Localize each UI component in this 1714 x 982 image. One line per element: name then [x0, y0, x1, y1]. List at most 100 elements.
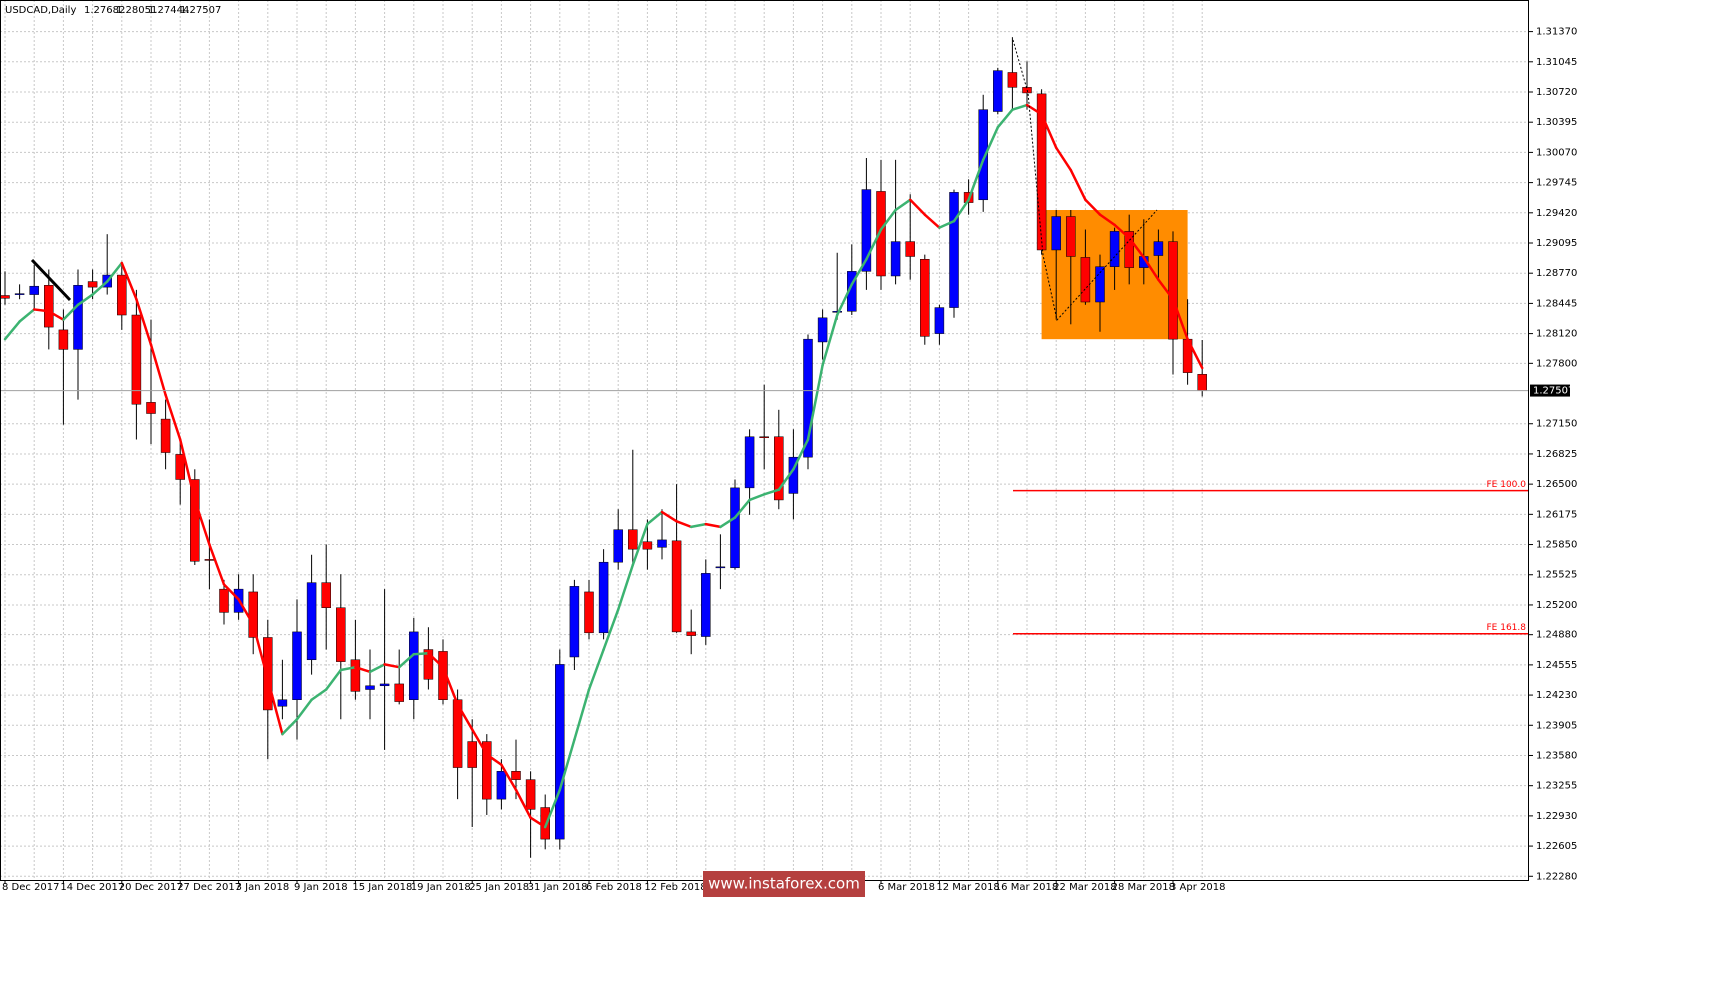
x-tick-label: 12 Feb 2018	[644, 882, 706, 893]
candle-body	[511, 771, 521, 780]
chart-title: USDCAD,Daily	[5, 5, 76, 16]
candle-body	[598, 561, 609, 634]
y-tick-label: 1.28445	[1536, 298, 1577, 309]
ma-segment	[485, 753, 503, 767]
candle-body	[1036, 93, 1047, 251]
overlay-layer: 1.31370 1.31045 1.30720 1.30395 1.30070 1.297…	[0, 27, 1577, 893]
ma-segment	[441, 665, 459, 706]
level-label: FE 100.0	[1487, 480, 1527, 490]
ma-segment	[1157, 278, 1175, 301]
candle-body	[336, 607, 346, 662]
candle-body	[1197, 374, 1207, 391]
x-tick-label: 27 Dec 2017	[177, 882, 241, 893]
ma-segment	[1171, 297, 1189, 341]
y-tick-label: 1.25200	[1536, 600, 1577, 611]
candle-body	[759, 436, 769, 438]
ohlc-open: 1.27682	[84, 5, 125, 16]
ma-segment	[397, 652, 416, 669]
ma-segment	[18, 308, 36, 323]
ma-segment	[354, 665, 372, 674]
ma-segment	[500, 763, 518, 792]
candle-body	[744, 436, 755, 489]
y-tick-label: 1.22280	[1536, 871, 1577, 882]
candle-body	[248, 591, 258, 638]
candle-body	[1168, 241, 1178, 340]
ma-segment	[251, 623, 270, 681]
ma-segment	[470, 728, 489, 756]
y-tick-label: 1.31045	[1536, 57, 1577, 68]
candle-body	[73, 285, 83, 350]
y-tick-label: 1.23905	[1536, 720, 1577, 731]
ma-segment	[573, 688, 591, 741]
candle-body	[890, 241, 901, 277]
y-tick-label: 1.30395	[1536, 117, 1577, 128]
candle-body	[525, 779, 536, 810]
candle-body	[452, 699, 463, 768]
y-tick-label: 1.22605	[1536, 841, 1577, 852]
ma-segment	[208, 543, 226, 586]
watermark-box	[703, 871, 865, 897]
ma-segment	[777, 468, 795, 491]
ma-segment	[616, 563, 635, 611]
y-tick-label: 1.27150	[1536, 419, 1577, 430]
ma-segment	[324, 668, 343, 691]
ma-segment	[967, 158, 985, 202]
y-tick-label: 1.24880	[1536, 630, 1577, 641]
trend-line	[30, 258, 72, 302]
candle-body	[58, 329, 69, 350]
ma-segment	[1054, 146, 1073, 172]
ma-segment	[47, 310, 65, 321]
candle-body	[978, 109, 988, 201]
ma-segment	[587, 648, 605, 691]
candle-body	[1153, 241, 1164, 256]
price-label-box	[1530, 384, 1570, 397]
ma-segment	[281, 717, 299, 736]
ma-segment	[1084, 198, 1102, 216]
candle-body	[87, 281, 98, 288]
candle-body	[44, 285, 54, 328]
ohlc-close: 1.27507	[180, 5, 221, 16]
x-tick-label: 25 Jan 2018	[469, 882, 529, 893]
y-tick-label: 1.28120	[1536, 329, 1577, 340]
ma-segment	[689, 522, 708, 529]
candle-body	[321, 582, 331, 608]
ma-segment	[938, 219, 956, 229]
candle-body	[204, 559, 215, 561]
candle-body	[379, 683, 390, 687]
x-tick-label: 6 Feb 2018	[586, 882, 642, 893]
ma-segment	[675, 520, 693, 529]
candle-body	[1051, 216, 1061, 251]
y-tick-label: 1.29095	[1536, 238, 1577, 249]
x-tick-label: 12 Mar 2018	[936, 882, 999, 893]
ma-segment	[996, 108, 1014, 129]
ma-segment	[120, 261, 138, 301]
candle-body	[496, 771, 507, 800]
candle-body	[803, 338, 813, 458]
y-tick-label: 1.25525	[1536, 570, 1577, 581]
candle-body	[1095, 266, 1105, 303]
candle-body	[934, 307, 945, 334]
candle-body	[29, 285, 39, 295]
ma-segment	[193, 498, 211, 546]
ma-segment	[164, 393, 182, 441]
ma-segment	[178, 438, 197, 502]
ma-segment	[91, 280, 109, 296]
candle-body	[993, 70, 1003, 112]
ohlc-high: 1.28051	[116, 5, 157, 16]
candle-body	[613, 529, 623, 563]
candle-body	[467, 741, 477, 768]
candle-body	[1007, 72, 1018, 88]
ma-segment	[1040, 113, 1058, 150]
x-tick-label: 28 Mar 2018	[1112, 882, 1175, 893]
ma-segment	[3, 320, 21, 341]
price-label: 1.27507	[1533, 386, 1574, 397]
ma-segment	[821, 313, 839, 367]
candle-body	[277, 699, 288, 707]
ma-segment	[1127, 236, 1146, 259]
ma-segment	[456, 703, 474, 731]
ohlc-low: 1.27444	[148, 5, 189, 16]
candle-body	[365, 685, 375, 690]
x-tick-label: 22 Mar 2018	[1053, 882, 1116, 893]
ma-segment	[514, 788, 532, 819]
